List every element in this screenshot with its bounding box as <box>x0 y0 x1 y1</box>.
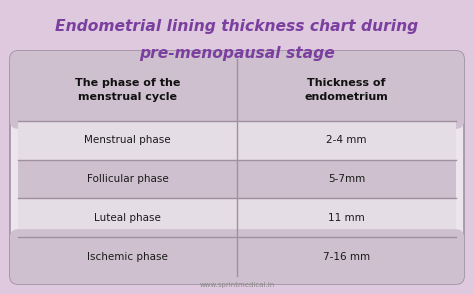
Text: Thickness of
endometrium: Thickness of endometrium <box>305 78 388 101</box>
Text: Menstrual phase: Menstrual phase <box>84 135 171 145</box>
Text: 11 mm: 11 mm <box>328 213 365 223</box>
Text: www.sprintmedical.in: www.sprintmedical.in <box>200 282 274 288</box>
FancyBboxPatch shape <box>10 229 464 284</box>
Text: Ischemic phase: Ischemic phase <box>87 252 168 262</box>
Text: The phase of the
menstrual cycle: The phase of the menstrual cycle <box>75 78 180 101</box>
Bar <box>18 121 456 160</box>
Bar <box>18 160 456 198</box>
Text: Follicular phase: Follicular phase <box>87 174 168 184</box>
Text: 2-4 mm: 2-4 mm <box>326 135 367 145</box>
Text: Luteal phase: Luteal phase <box>94 213 161 223</box>
Text: pre-menopausal stage: pre-menopausal stage <box>139 46 335 61</box>
FancyBboxPatch shape <box>10 51 464 284</box>
Text: 7-16 mm: 7-16 mm <box>323 252 370 262</box>
Text: Endometrial lining thickness chart during: Endometrial lining thickness chart durin… <box>55 19 419 34</box>
Bar <box>18 93 456 121</box>
Bar <box>18 198 456 237</box>
FancyBboxPatch shape <box>10 51 464 129</box>
Text: 5-7mm: 5-7mm <box>328 174 365 184</box>
Bar <box>18 237 456 258</box>
